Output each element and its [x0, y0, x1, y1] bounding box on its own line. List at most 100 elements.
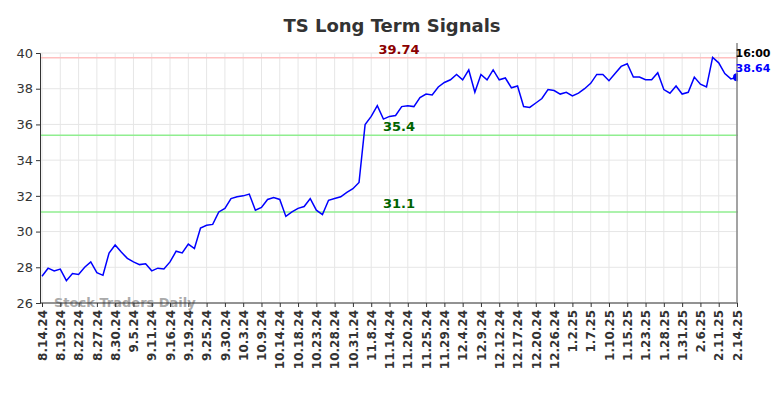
tick-label: 1.15.25 [621, 310, 635, 361]
tick-mark [371, 303, 372, 307]
y-axis: 2628303234363840 [16, 46, 40, 311]
tick-mark [36, 232, 40, 233]
tick-mark [536, 303, 537, 307]
tick-mark [682, 303, 683, 307]
tick: 11.8.24 [365, 303, 379, 361]
tick: 12.4.24 [456, 303, 470, 361]
tick: 10.31.24 [347, 303, 361, 369]
tick-label: 34 [16, 153, 33, 168]
grid-line [535, 53, 536, 303]
tick-label: 2.14.25 [731, 310, 745, 361]
tick-mark [36, 160, 40, 161]
tick-mark [133, 303, 134, 307]
grid-line [444, 53, 445, 303]
grid-line [718, 53, 719, 303]
x-axis: 8.14.248.19.248.22.248.27.248.30.249.5.2… [36, 303, 745, 369]
tick-label: 1.23.25 [639, 310, 653, 361]
tick-label: 9.25.24 [200, 310, 214, 361]
grid-line [426, 53, 427, 303]
tick-label: 10.28.24 [328, 310, 342, 369]
tick: 1.15.25 [621, 303, 635, 361]
grid-line [700, 53, 701, 303]
tick-mark [700, 303, 701, 307]
reference-line [40, 57, 738, 59]
grid-line [298, 53, 299, 303]
tick: 28 [16, 260, 40, 275]
y-axis-line [36, 54, 41, 304]
tick: 34 [16, 153, 40, 168]
tick: 11.25.24 [420, 303, 434, 369]
tick-label: 11.8.24 [365, 310, 379, 361]
tick-label: 10.31.24 [347, 310, 361, 369]
grid-line [682, 53, 683, 303]
tick: 11.14.24 [383, 303, 397, 369]
grid [40, 53, 738, 303]
tick-mark [243, 303, 244, 307]
tick-label: 11.29.24 [438, 310, 452, 369]
tick: 10.23.24 [310, 303, 324, 369]
tick: 26 [16, 296, 40, 311]
tick-label: 2.11.25 [712, 310, 726, 361]
tick-mark [518, 303, 519, 307]
tick: 8.30.24 [109, 303, 123, 361]
tick-label: 11.14.24 [383, 310, 397, 369]
tick: 9.30.24 [219, 303, 233, 361]
title: TS Long Term Signals [283, 15, 500, 36]
tick-mark [316, 303, 317, 307]
tick-label: 32 [16, 189, 33, 204]
grid-line [96, 53, 97, 303]
tick: 10.18.24 [292, 303, 306, 369]
chart: Stock Traders Daily26283032343638408.14.… [0, 0, 784, 398]
grid-line [389, 53, 390, 303]
tick-label: 12.9.24 [475, 310, 489, 361]
reference-label: 35.4 [383, 119, 415, 134]
tick: 11.20.24 [401, 303, 415, 369]
tick: 9.19.24 [182, 303, 196, 361]
tick-mark [36, 124, 40, 125]
grid-line [645, 53, 646, 303]
tick-mark [444, 303, 445, 307]
tick-label: 9.30.24 [219, 310, 233, 361]
tick-mark [36, 303, 40, 304]
tick-mark [60, 303, 61, 307]
tick-mark [280, 303, 281, 307]
tick: 1.28.25 [658, 303, 672, 361]
tick-mark [36, 53, 40, 54]
tick: 10.28.24 [328, 303, 342, 369]
tick-mark [463, 303, 464, 307]
tick-label: 12.12.24 [493, 310, 507, 369]
tick: 8.27.24 [91, 303, 105, 361]
tick-mark [36, 267, 40, 268]
grid-line [115, 53, 116, 303]
tick-label: 9.5.24 [127, 310, 141, 353]
grid-line [78, 53, 79, 303]
tick: 2.11.25 [712, 303, 726, 361]
tick: 38 [16, 81, 40, 96]
grid-line [352, 53, 353, 303]
tick-label: 12.26.24 [548, 310, 562, 369]
grid-line [517, 53, 518, 303]
tick-mark [353, 303, 354, 307]
tick: 10.9.24 [255, 303, 269, 361]
tick-label: 12.20.24 [530, 310, 544, 369]
grid-line [40, 303, 738, 304]
grid-line [480, 53, 481, 303]
tick-mark [36, 196, 40, 197]
tick-mark [42, 303, 43, 307]
tick-mark [79, 303, 80, 307]
tick: 12.20.24 [530, 303, 544, 369]
tick-label: 28 [16, 260, 33, 275]
tick: 12.9.24 [475, 303, 489, 361]
tick-label: 10.3.24 [237, 310, 251, 361]
tick: 30 [16, 224, 40, 239]
plot [40, 57, 738, 280]
tick-label: 1.2.25 [566, 310, 580, 353]
grid-line [170, 53, 171, 303]
tick: 9.16.24 [164, 303, 178, 361]
tick: 1.23.25 [639, 303, 653, 361]
tick-label: 11.25.24 [420, 310, 434, 369]
tick-mark [188, 303, 189, 307]
tick-mark [207, 303, 208, 307]
tick-label: 26 [16, 296, 33, 311]
tick-label: 9.11.24 [145, 310, 159, 361]
